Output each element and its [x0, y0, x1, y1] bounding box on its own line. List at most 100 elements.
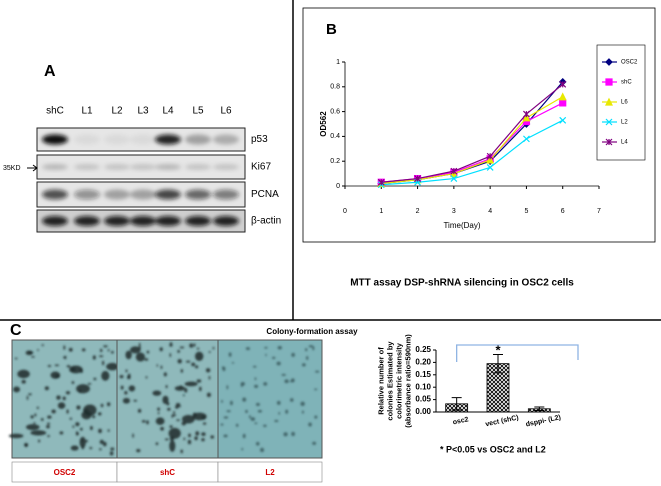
colony — [167, 407, 171, 411]
colony — [208, 351, 211, 353]
point — [523, 135, 530, 143]
colony — [135, 352, 146, 362]
colony — [173, 411, 176, 414]
colony — [185, 360, 191, 363]
colony — [102, 441, 107, 447]
colony — [222, 366, 226, 372]
y-axis-label: OD562 — [319, 111, 328, 137]
error-bar — [534, 406, 545, 412]
blot-band — [42, 189, 68, 200]
panel-title: Colony-formation assay — [266, 327, 358, 336]
x-tick-label: 3 — [452, 208, 456, 215]
significance-bracket — [456, 344, 579, 362]
colony — [257, 409, 262, 413]
row-label: β-actin — [251, 216, 281, 227]
x-tick-label: 2 — [416, 208, 420, 215]
colony — [144, 358, 149, 361]
y-tick-label: 0.25 — [415, 345, 431, 354]
point — [450, 167, 458, 175]
x-axis-label: Time(Day) — [443, 221, 480, 230]
blot-band — [155, 134, 181, 145]
panel-label: A — [44, 63, 56, 80]
colony — [157, 407, 161, 411]
colony — [47, 435, 50, 438]
colony — [47, 365, 52, 368]
point — [559, 99, 567, 107]
photo-label: shC — [160, 468, 175, 477]
colony — [54, 364, 60, 367]
colony — [176, 419, 180, 421]
colony — [110, 447, 115, 451]
colony — [25, 424, 40, 431]
colony — [272, 356, 276, 360]
colony — [37, 349, 39, 351]
colony — [138, 346, 141, 350]
colony — [17, 369, 30, 379]
colony — [132, 433, 134, 438]
colony — [75, 431, 79, 436]
colony — [263, 424, 267, 428]
colony — [169, 344, 173, 347]
colony — [106, 362, 119, 371]
colony — [314, 415, 318, 419]
colony — [137, 408, 142, 413]
point — [605, 97, 613, 106]
colony — [291, 431, 295, 437]
colony — [265, 353, 267, 357]
x-tick-label: 0 — [343, 208, 347, 215]
row-label: p53 — [251, 134, 268, 145]
colony — [181, 421, 186, 426]
colony — [66, 365, 71, 368]
colony — [306, 356, 309, 361]
legend-label: shC — [621, 80, 632, 86]
point — [486, 152, 494, 160]
colony — [128, 385, 136, 392]
colony — [212, 346, 215, 350]
row-label: PCNA — [251, 189, 279, 200]
colony — [79, 368, 83, 374]
blot-band — [104, 189, 130, 200]
colony — [83, 409, 88, 412]
colony — [146, 350, 150, 354]
marker-arrow — [27, 164, 38, 172]
colony — [57, 402, 66, 409]
colony — [187, 439, 192, 445]
photo-label-box — [217, 461, 323, 483]
blot-band — [42, 164, 68, 170]
colonies — [8, 344, 119, 456]
colony — [101, 370, 110, 381]
colony — [36, 406, 39, 410]
x-tick-label: 4 — [488, 208, 492, 215]
colony — [250, 417, 256, 421]
line-series — [381, 96, 564, 185]
colony — [47, 415, 52, 419]
colony — [230, 400, 233, 406]
colony — [284, 379, 289, 384]
colony — [245, 409, 248, 414]
blot-bands — [42, 189, 239, 200]
point — [377, 178, 385, 186]
colony — [103, 345, 108, 348]
colony — [93, 377, 97, 381]
colony — [180, 369, 184, 373]
colony — [175, 405, 179, 409]
colony — [276, 400, 281, 405]
colony — [28, 393, 32, 396]
point — [605, 58, 613, 66]
photo-label: L2 — [265, 468, 275, 477]
colony — [285, 409, 289, 414]
colony — [40, 418, 44, 421]
colony — [226, 385, 229, 390]
point — [605, 78, 613, 86]
colony — [99, 348, 103, 353]
colony — [152, 390, 162, 396]
colony — [194, 351, 204, 361]
blot-bands — [42, 216, 239, 226]
colony — [169, 436, 175, 441]
colony — [291, 352, 295, 357]
colony — [159, 347, 163, 352]
colony — [30, 430, 47, 436]
legend-label: OSC2 — [621, 60, 638, 66]
blot-band — [74, 164, 100, 170]
